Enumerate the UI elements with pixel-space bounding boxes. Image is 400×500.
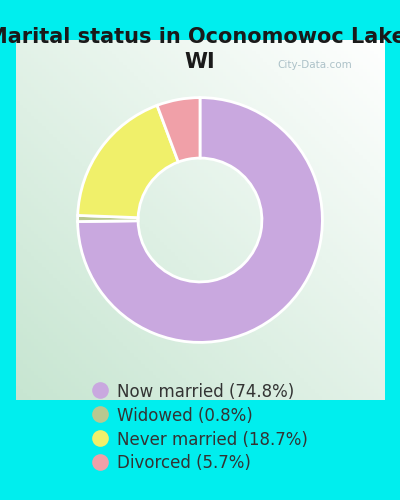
Wedge shape bbox=[78, 216, 138, 222]
Legend: Now married (74.8%), Widowed (0.8%), Never married (18.7%), Divorced (5.7%): Now married (74.8%), Widowed (0.8%), Nev… bbox=[85, 376, 315, 479]
Wedge shape bbox=[78, 98, 322, 342]
Wedge shape bbox=[78, 106, 178, 218]
Text: Marital status in Oconomowoc Lake,
WI: Marital status in Oconomowoc Lake, WI bbox=[0, 28, 400, 72]
Wedge shape bbox=[157, 98, 200, 162]
Text: City-Data.com: City-Data.com bbox=[278, 60, 352, 70]
